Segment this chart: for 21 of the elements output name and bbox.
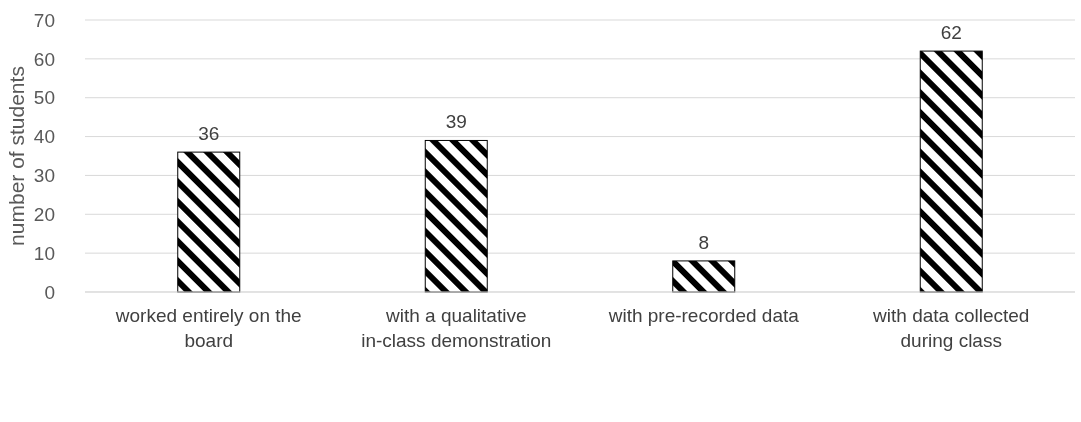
data-label: 8 bbox=[698, 231, 710, 253]
bar bbox=[919, 50, 983, 293]
y-tick-label: 40 bbox=[33, 126, 55, 148]
y-axis-title: number of students bbox=[5, 66, 28, 246]
data-label: 36 bbox=[198, 123, 220, 145]
y-tick-label: 0 bbox=[44, 281, 55, 303]
bar bbox=[672, 260, 736, 293]
y-tick-label: 30 bbox=[33, 165, 55, 187]
x-tick-label: with data collected during class bbox=[872, 305, 1030, 351]
y-tick-label: 60 bbox=[33, 48, 55, 70]
data-label: 39 bbox=[445, 111, 467, 133]
bar bbox=[177, 151, 241, 293]
y-tick-label: 50 bbox=[33, 87, 55, 109]
x-tick-label: with pre-recorded data bbox=[607, 305, 800, 326]
x-tick-label: with a qualitative in-class demonstration bbox=[361, 305, 552, 351]
y-tick-label: 10 bbox=[33, 242, 55, 264]
data-label: 62 bbox=[940, 22, 962, 44]
bar bbox=[424, 139, 488, 293]
y-tick-label: 70 bbox=[33, 9, 55, 31]
x-tick-label: worked entirely on the board bbox=[114, 305, 302, 351]
y-tick-label: 20 bbox=[33, 203, 55, 225]
